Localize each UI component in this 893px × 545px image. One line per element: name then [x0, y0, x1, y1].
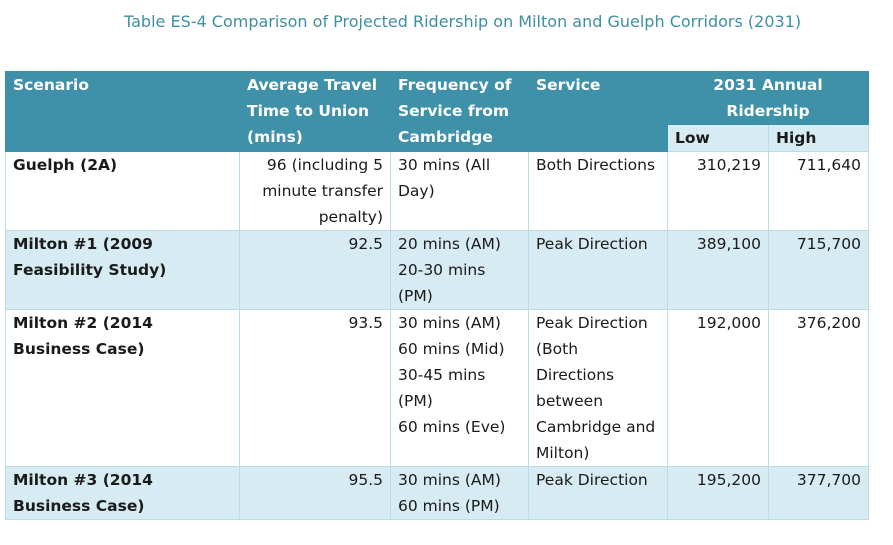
high-ridership-cell: 376,200 [767, 309, 870, 467]
table-row: Milton #1 (2009 Feasibility Study) 92.5 … [5, 230, 870, 310]
low-ridership-cell: 195,200 [667, 466, 769, 520]
frequency-line: 30 mins (AM) [398, 314, 501, 332]
table-row: Guelph (2A) 96 (including 5 minute trans… [5, 151, 870, 231]
table-row: Milton #2 (2014 Business Case) 93.5 30 m… [5, 309, 870, 467]
frequency-line: 30 mins (AM) [398, 471, 501, 489]
frequency-line: 30-45 mins (PM) [398, 366, 486, 410]
scenario-cell: Milton #3 (2014 Business Case) [5, 466, 240, 520]
frequency-line: 30 mins (All Day) [398, 156, 491, 200]
frequency-line: 20 mins (AM) [398, 235, 501, 253]
service-cell: Peak Direction (Both Directions between … [528, 309, 668, 467]
low-ridership-cell: 389,100 [667, 230, 769, 310]
scenario-cell: Milton #1 (2009 Feasibility Study) [5, 230, 240, 310]
travel-time-cell: 93.5 [239, 309, 391, 467]
service-cell: Both Directions [528, 151, 668, 231]
header-travel-time: Average Travel Time to Union (mins) [239, 71, 391, 152]
low-ridership-cell: 310,219 [667, 151, 769, 231]
table-caption: Table ES-4 Comparison of Projected Rider… [124, 12, 802, 31]
frequency-line: 60 mins (PM) [398, 497, 500, 515]
header-low: Low [667, 124, 769, 152]
frequency-line: 60 mins (Mid) [398, 340, 505, 358]
travel-time-cell: 95.5 [239, 466, 391, 520]
frequency-cell: 30 mins (All Day) [390, 151, 529, 231]
frequency-cell: 30 mins (AM) 60 mins (PM) [390, 466, 529, 520]
scenario-cell: Guelph (2A) [5, 151, 240, 231]
header-scenario: Scenario [5, 71, 240, 152]
frequency-cell: 30 mins (AM) 60 mins (Mid) 30-45 mins (P… [390, 309, 529, 467]
high-ridership-cell: 377,700 [767, 466, 870, 520]
header-service: Service [528, 71, 668, 152]
service-cell: Peak Direction [528, 466, 668, 520]
scenario-cell: Milton #2 (2014 Business Case) [5, 309, 240, 467]
ridership-table: Scenario Average Travel Time to Union (m… [5, 71, 870, 520]
table-row: Milton #3 (2014 Business Case) 95.5 30 m… [5, 466, 870, 520]
header-frequency: Frequency of Service from Cambridge [390, 71, 529, 152]
travel-time-cell: 92.5 [239, 230, 391, 310]
travel-time-cell: 96 (including 5 minute transfer penalty) [239, 151, 391, 231]
service-cell: Peak Direction [528, 230, 668, 310]
frequency-line: 60 mins (Eve) [398, 418, 506, 436]
high-ridership-cell: 715,700 [767, 230, 870, 310]
frequency-cell: 20 mins (AM) 20-30 mins (PM) [390, 230, 529, 310]
frequency-line: 20-30 mins (PM) [398, 261, 486, 305]
header-annual-ridership: 2031 Annual Ridership [666, 71, 870, 125]
header-high: High [767, 124, 870, 152]
high-ridership-cell: 711,640 [767, 151, 870, 231]
low-ridership-cell: 192,000 [667, 309, 769, 467]
